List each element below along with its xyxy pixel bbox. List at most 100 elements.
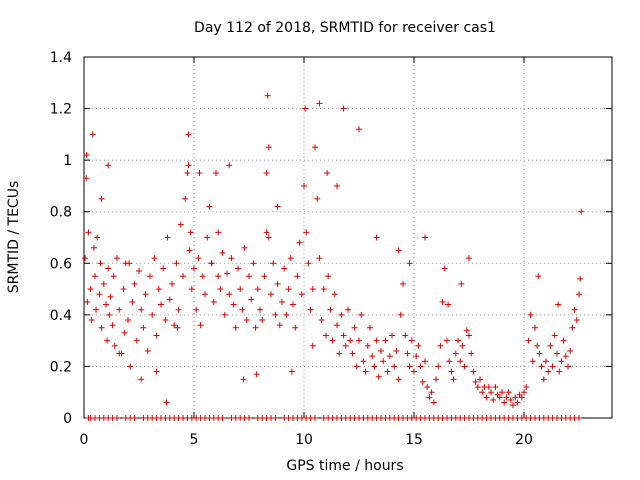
data-point [230,301,237,308]
data-point [243,317,250,324]
data-point [576,291,582,298]
data-point [316,255,323,262]
y-tick-label: 0.4 [50,308,72,324]
data-point [362,368,369,375]
data-point [186,247,193,254]
data-point [340,105,347,112]
data-point [104,337,111,344]
data-point [232,324,239,331]
data-point [527,311,534,318]
data-point [375,373,382,380]
data-point [138,376,145,383]
data-point [90,244,97,251]
data-point [272,415,279,421]
data-point [373,234,380,241]
data-point [532,324,538,331]
data-point [264,92,271,99]
data-point [334,322,340,329]
data-point [89,131,96,138]
data-point [437,342,444,349]
data-point [578,208,585,215]
data-point [323,332,329,339]
data-point [364,342,371,349]
data-point [105,265,112,272]
data-point [92,273,98,280]
data-point [226,291,233,298]
data-point [215,229,222,236]
data-point [518,394,525,401]
data-point [110,273,117,280]
data-point [82,255,89,262]
data-point [415,342,422,349]
data-point [543,358,549,365]
data-point [459,342,466,349]
data-point [147,273,153,280]
data-point [351,324,358,331]
data-point [252,324,259,331]
data-point [358,311,365,318]
data-point [83,175,90,182]
data-point [558,358,565,365]
data-point [503,394,510,401]
data-point [131,280,138,287]
data-point [144,347,151,354]
y-tick-label: 0.6 [50,256,72,272]
data-point [331,291,338,298]
data-point [103,301,109,308]
data-point [345,306,351,313]
data-point [246,415,252,421]
data-point [210,298,217,305]
data-point [155,286,162,293]
data-point [228,255,235,262]
data-point [318,317,325,324]
data-point [512,394,519,401]
data-point [274,280,281,287]
data-point [160,265,167,272]
data-point [116,350,123,357]
data-point [208,260,215,267]
data-point [114,255,120,262]
data-point [314,195,321,202]
data-point [254,286,261,293]
data-point [169,280,175,287]
data-point [408,337,415,344]
data-point [316,100,323,107]
data-point [382,337,389,344]
data-point [97,260,104,267]
data-point [505,389,512,396]
data-point [510,402,516,409]
data-point [426,394,433,401]
data-point [435,363,442,370]
data-point [496,394,503,401]
data-point [253,371,260,378]
data-point [448,368,455,375]
data-point [111,342,118,349]
data-point [342,342,349,349]
data-point [445,301,452,308]
data-point [204,234,211,241]
data-point [567,347,574,354]
data-point [202,291,208,298]
data-point [576,415,582,421]
data-point [347,337,354,344]
data-point [312,144,318,151]
data-point [268,291,274,298]
data-point [219,249,226,256]
data-point [466,332,472,339]
data-point [138,306,145,313]
data-point [324,170,331,177]
data-point [173,260,180,267]
data-point [371,363,378,370]
data-point [468,350,475,357]
data-point [187,229,194,236]
chart-title: Day 112 of 2018, SRMTID for receiver cas… [194,20,496,36]
data-point [196,170,203,177]
data-point [149,311,156,318]
data-point [219,415,226,421]
data-point [477,376,483,383]
data-point [534,342,541,349]
data-point [336,350,343,357]
data-point [294,273,301,280]
y-tick-label: 0.2 [50,359,72,375]
data-point [573,317,580,324]
